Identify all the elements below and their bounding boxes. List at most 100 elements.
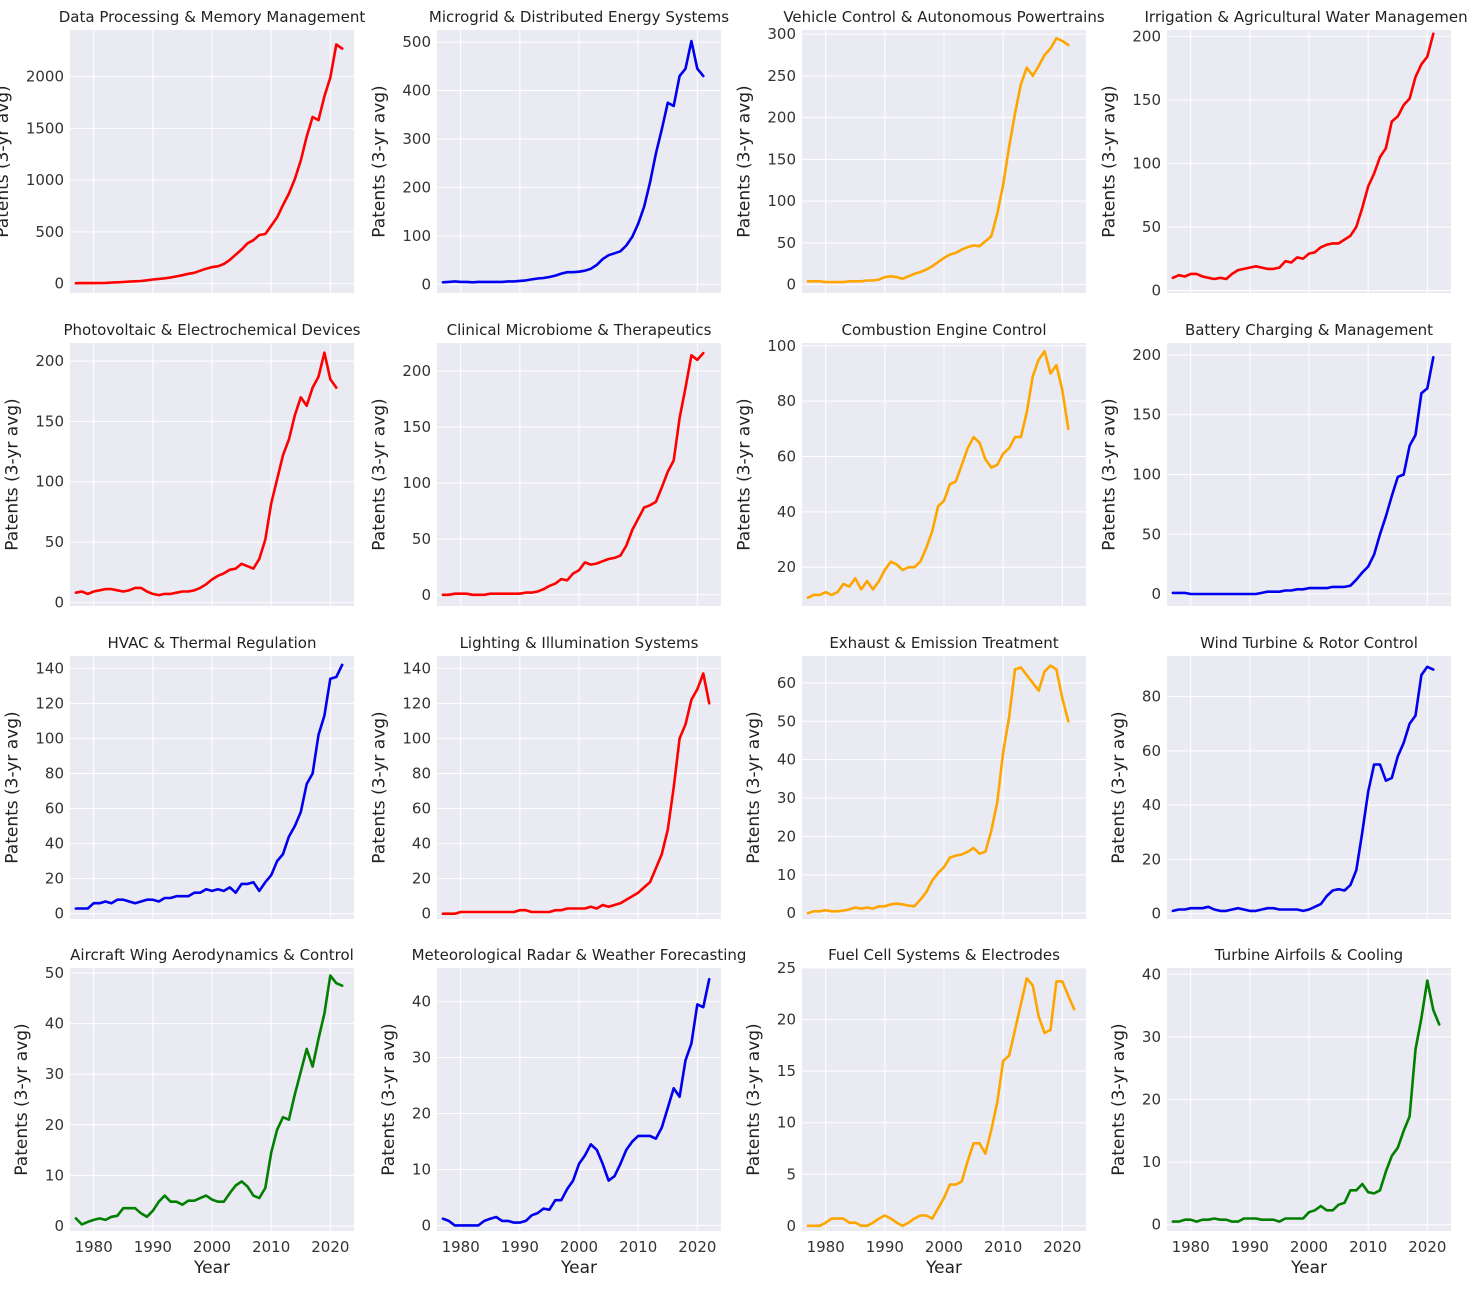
data-point: [531, 278, 533, 280]
data-point: [1225, 278, 1227, 280]
data-point: [819, 910, 821, 912]
data-point: [678, 75, 680, 77]
data-point: [1043, 1032, 1045, 1034]
x-axis-label: Year: [560, 1258, 597, 1278]
data-point: [590, 1143, 592, 1145]
data-point: [146, 590, 148, 592]
y-tick-label: 20: [412, 1104, 431, 1122]
data-point: [690, 40, 692, 42]
chart-panel: 0 50 100 150 200 Patents (3-yr avg) Battery Ch…: [1100, 321, 1451, 606]
data-point: [1213, 908, 1215, 910]
y-tick-label: 0: [786, 1217, 796, 1235]
data-point: [1225, 910, 1227, 912]
series-line: [806, 976, 1076, 1228]
data-point: [931, 265, 933, 267]
data-point: [596, 264, 598, 266]
data-point: [93, 1219, 95, 1221]
data-point: [1261, 592, 1263, 594]
data-point: [270, 502, 272, 504]
data-point: [276, 860, 278, 862]
data-point: [294, 178, 296, 180]
y-tick-label: 0: [1151, 905, 1161, 923]
y-tick-label: 20: [1142, 850, 1161, 868]
data-point: [335, 676, 337, 678]
y-tick-label: 20: [777, 558, 796, 576]
data-point: [341, 47, 343, 49]
y-tick-label: 60: [412, 800, 431, 818]
series-line: [1171, 32, 1435, 281]
data-point: [1314, 587, 1316, 589]
data-point: [229, 259, 231, 261]
y-tick-label: 80: [1142, 688, 1161, 706]
chart-panel: 20 40 60 80 100 Patents (3-yr avg) Combustion …: [735, 321, 1086, 606]
data-point: [110, 902, 112, 904]
data-point: [1261, 908, 1263, 910]
data-point: [696, 688, 698, 690]
data-point: [181, 895, 183, 897]
data-point: [1067, 44, 1069, 46]
data-point: [896, 276, 898, 278]
data-point: [643, 886, 645, 888]
data-point: [1326, 1209, 1328, 1211]
series-line: [806, 36, 1070, 284]
data-point: [949, 856, 951, 858]
data-point: [907, 275, 909, 277]
data-point: [978, 442, 980, 444]
data-point: [1302, 588, 1304, 590]
y-tick-label: 250: [767, 67, 796, 85]
data-point: [961, 1180, 963, 1182]
data-point: [306, 783, 308, 785]
data-point: [525, 1220, 527, 1222]
data-point: [199, 892, 201, 894]
data-point: [246, 883, 248, 885]
data-point: [1337, 1204, 1339, 1206]
data-point: [199, 270, 201, 272]
y-tick-label: 0: [421, 586, 431, 604]
data-point: [819, 1225, 821, 1227]
data-point: [1231, 273, 1233, 275]
data-point: [1349, 884, 1351, 886]
data-point: [1326, 895, 1328, 897]
data-point: [501, 1220, 503, 1222]
y-tick-label: 400: [402, 82, 431, 100]
data-point: [169, 276, 171, 278]
data-point: [584, 561, 586, 563]
data-point: [93, 590, 95, 592]
data-point: [1432, 356, 1434, 358]
y-tick-label: 40: [412, 993, 431, 1011]
data-point: [193, 272, 195, 274]
data-point: [1014, 436, 1016, 438]
data-point: [649, 504, 651, 506]
data-point: [483, 911, 485, 913]
data-point: [270, 1151, 272, 1153]
data-point: [1385, 147, 1387, 149]
data-point: [696, 68, 698, 70]
data-point: [507, 911, 509, 913]
data-point: [884, 276, 886, 278]
data-point: [690, 699, 692, 701]
data-point: [264, 1187, 266, 1189]
data-point: [442, 913, 444, 915]
y-tick-label: 140: [402, 659, 431, 677]
data-point: [596, 562, 598, 564]
data-point: [81, 282, 83, 284]
data-point: [323, 95, 325, 97]
data-point: [1190, 593, 1192, 595]
y-tick-label: 0: [54, 593, 64, 611]
data-point: [140, 1212, 142, 1214]
data-point: [1361, 571, 1363, 573]
data-point: [607, 906, 609, 908]
data-point: [961, 248, 963, 250]
data-point: [907, 904, 909, 906]
data-point: [1308, 587, 1310, 589]
data-point: [1373, 1192, 1375, 1194]
data-point: [146, 279, 148, 281]
data-point: [1190, 1219, 1192, 1221]
data-point: [854, 1222, 856, 1224]
data-point: [282, 1116, 284, 1118]
data-point: [572, 572, 574, 574]
y-tick-label: 5: [786, 1165, 796, 1183]
data-point: [607, 254, 609, 256]
y-tick-label: 60: [45, 800, 64, 818]
data-point: [323, 714, 325, 716]
